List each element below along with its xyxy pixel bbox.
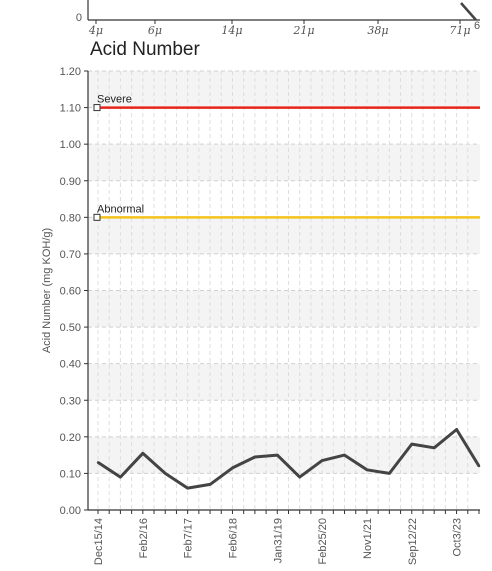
particle-count-chart-fragment: 0 4μ 6μ 14μ 21μ 38μ 71μ 6 [76,0,480,37]
data-point [253,455,257,459]
threshold-marker [93,213,101,221]
top-x-tick-label: 6μ [148,24,162,37]
y-tick-label: 0.20 [60,432,81,444]
data-point [320,459,324,462]
top-x-tick-label: 71μ [449,24,470,37]
x-tick-label: Feb25/20 [317,518,329,564]
top-y-tick-label: 0 [76,12,82,24]
y-tick-label: 0.30 [60,395,81,407]
y-tick-label: 0.50 [60,322,81,334]
y-axis-label: Acid Number (mg KOH/g) [41,228,53,353]
data-series-line [97,428,481,490]
data-point [455,428,458,431]
top-x-tick-label: 21μ [292,24,314,37]
y-tick-label: 0.90 [60,176,81,188]
y-tick-label: 1.10 [60,103,81,115]
chart-title: Acid Number [90,39,200,60]
y-tick-label: 0.80 [60,212,81,224]
grid-band [88,436,480,474]
x-tick-label: Sep12/22 [407,518,419,565]
top-series-line [460,2,477,21]
data-point [208,483,212,486]
y-tick-label: 1.20 [60,66,81,78]
threshold-label-abnormal: Abnormal [97,203,144,215]
y-tick-label: 0.10 [60,468,81,480]
x-tick-label: Dec15/14 [93,518,105,565]
top-right-label: 6 [474,20,480,32]
y-tick-label: 0.70 [60,249,81,261]
threshold-label-severe: Severe [97,94,132,106]
data-point [141,452,145,455]
grid-band [88,217,480,254]
y-tick-label: 0.00 [60,505,81,517]
x-tick-label: Feb6/18 [227,518,239,558]
data-point [119,475,122,479]
x-tick-label: Nov1/21 [362,518,374,559]
grid-band [88,363,480,401]
x-tick-label: Feb7/17 [183,518,195,558]
data-point [96,461,100,464]
y-tick-label: 0.60 [60,286,81,298]
data-point [186,486,189,490]
top-x-tick-label: 4μ [88,24,103,37]
y-tick-label: 0.40 [60,359,81,371]
data-point [388,472,391,475]
top-x-tick-label: 38μ [367,24,388,37]
grid-band [88,290,480,328]
data-point [298,475,301,479]
data-point [231,466,234,470]
grid-band [88,144,480,181]
x-tick-label: Oct3/23 [452,518,464,557]
data-point [276,453,279,457]
top-x-tick-label: 14μ [221,24,242,37]
threshold-marker [93,104,101,112]
data-point [365,468,369,471]
x-tick-label: Jan31/19 [272,518,284,563]
data-point [343,453,346,457]
data-point [432,446,436,450]
data-point [410,442,413,446]
x-tick-label: Feb2/16 [138,518,150,558]
y-tick-label: 1.00 [60,139,81,151]
grid-band [88,71,480,108]
data-point [477,464,481,468]
data-point [164,472,167,475]
